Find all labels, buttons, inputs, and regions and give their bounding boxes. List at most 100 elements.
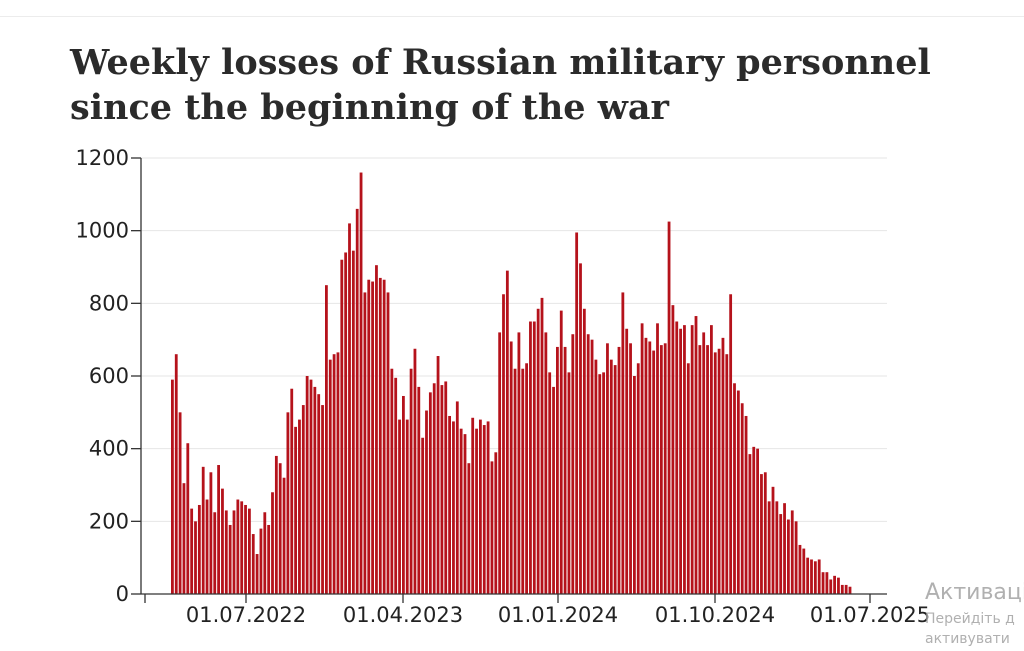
bar xyxy=(837,577,840,594)
bar xyxy=(263,512,267,594)
bar xyxy=(529,321,532,594)
bar xyxy=(586,334,590,594)
bar xyxy=(636,363,640,594)
bar xyxy=(756,448,759,594)
bar xyxy=(648,341,652,594)
bar xyxy=(301,405,305,594)
bar xyxy=(298,419,301,594)
bar xyxy=(656,323,659,594)
bar xyxy=(575,232,579,595)
bar xyxy=(848,586,852,594)
x-tick-label: 01.04.2023 xyxy=(343,603,463,627)
bar xyxy=(378,277,382,594)
bar xyxy=(602,372,605,594)
bar xyxy=(459,428,463,594)
top-divider xyxy=(0,16,1024,17)
bar xyxy=(440,385,444,594)
bar xyxy=(290,388,294,594)
bar xyxy=(606,343,609,594)
bar xyxy=(417,386,421,594)
bar xyxy=(590,339,594,594)
bar xyxy=(840,584,844,594)
bar xyxy=(186,443,190,594)
bar xyxy=(729,294,733,594)
bar xyxy=(486,421,490,594)
bar xyxy=(402,395,405,594)
y-tick-label: 600 xyxy=(89,364,129,388)
bar xyxy=(190,508,194,594)
bar xyxy=(825,572,829,594)
bar xyxy=(421,437,425,594)
bar xyxy=(428,392,432,594)
bar xyxy=(579,263,582,594)
bar xyxy=(817,559,821,594)
bar xyxy=(340,259,344,594)
bar xyxy=(725,354,729,594)
bar xyxy=(733,383,736,594)
bar xyxy=(394,377,398,594)
bar xyxy=(463,434,467,594)
bar xyxy=(717,348,721,594)
bar xyxy=(351,250,355,594)
bar xyxy=(171,379,174,594)
bar xyxy=(559,310,563,594)
bar xyxy=(240,501,244,594)
bar xyxy=(174,354,178,594)
bar xyxy=(444,381,448,594)
bar xyxy=(325,285,328,594)
bar xyxy=(829,579,833,594)
bar xyxy=(760,474,763,594)
bar xyxy=(209,472,213,594)
bar-series xyxy=(171,172,852,595)
tick-labels: 0 200 400 600 800 1000 1200 01.07.2022 01.04.202… xyxy=(76,146,931,627)
bar xyxy=(475,428,478,594)
bar xyxy=(525,363,528,594)
bar xyxy=(321,405,324,594)
bar xyxy=(629,343,632,594)
watermark-line-3: активувати xyxy=(925,631,1010,647)
bar xyxy=(405,419,409,594)
bar xyxy=(667,221,671,594)
bar xyxy=(813,561,817,594)
bar xyxy=(313,386,317,594)
bar xyxy=(810,559,813,594)
x-tick-label: 01.01.2024 xyxy=(498,603,618,627)
bar xyxy=(197,504,201,594)
bar xyxy=(390,368,394,594)
bar xyxy=(652,350,656,594)
bar xyxy=(409,368,413,594)
bar xyxy=(413,348,417,594)
bar xyxy=(375,265,378,594)
bar xyxy=(544,332,548,594)
y-tick-label: 1200 xyxy=(76,146,129,170)
bar xyxy=(690,325,694,594)
bar xyxy=(567,372,571,594)
bar xyxy=(532,321,536,594)
bar xyxy=(271,492,274,594)
bar xyxy=(182,483,186,594)
axes xyxy=(131,157,887,603)
bar xyxy=(232,510,236,594)
bar xyxy=(806,557,810,594)
bar xyxy=(552,386,555,594)
bar xyxy=(267,524,271,594)
bar xyxy=(713,352,717,594)
y-tick-label: 1000 xyxy=(76,219,129,243)
bar xyxy=(251,534,255,594)
bar xyxy=(386,292,390,594)
bar xyxy=(509,341,513,594)
bar xyxy=(274,455,278,594)
bar xyxy=(663,343,667,594)
bar xyxy=(286,412,290,594)
bar xyxy=(502,294,505,594)
bar xyxy=(224,510,228,594)
bar xyxy=(763,472,767,594)
bar xyxy=(536,308,540,594)
bar xyxy=(798,544,802,594)
bar xyxy=(228,524,232,594)
bar xyxy=(671,305,675,594)
bar xyxy=(221,488,224,594)
bar xyxy=(633,376,636,594)
y-tick-label: 200 xyxy=(89,509,129,533)
bar xyxy=(482,425,486,594)
